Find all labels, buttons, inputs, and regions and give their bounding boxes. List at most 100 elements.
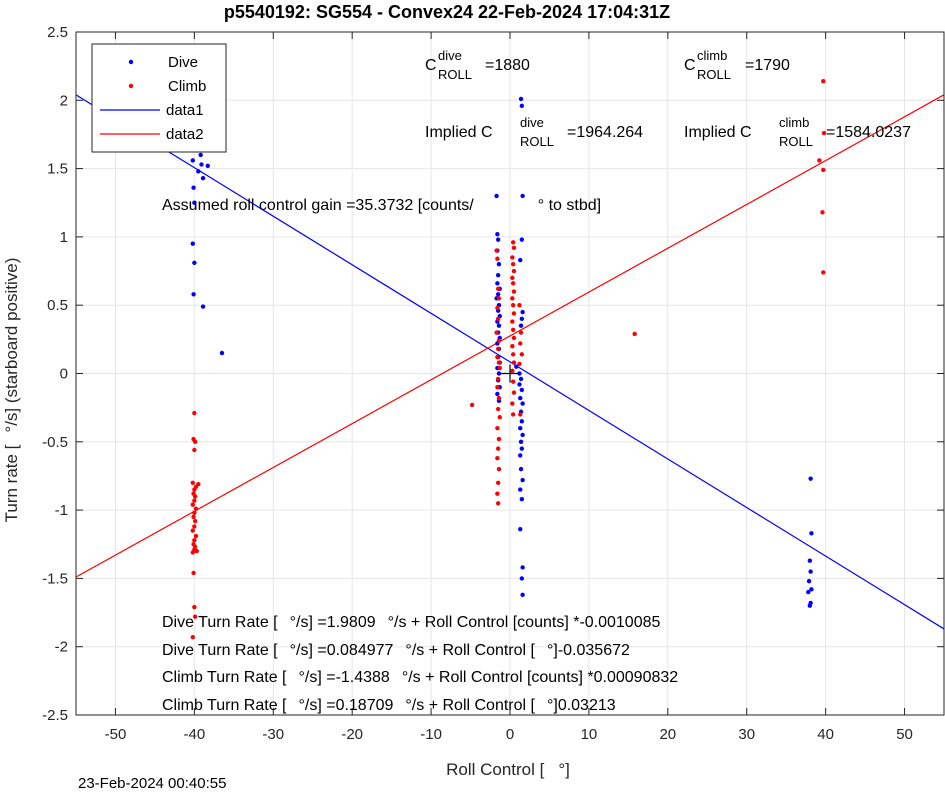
climb-point [191, 514, 196, 520]
climb-point [510, 368, 515, 373]
dive-point [192, 200, 197, 205]
dive-point [806, 578, 812, 584]
fit-2-c: °/s + Roll Control [counts] *0.00090832 [402, 669, 678, 686]
x-axis-ticks: -50 -40 -30 -20 -10 0 10 20 30 40 50 [105, 32, 913, 743]
climb-point [192, 498, 197, 503]
dive-point [520, 193, 525, 199]
climb-point [510, 401, 515, 406]
fit-3-a: Climb Turn Rate [ [162, 697, 287, 714]
dive-point [518, 527, 523, 532]
climb-point [192, 447, 197, 453]
dive-point [495, 231, 500, 237]
fit-line-climb-degrees: Climb Turn Rate [ °/s] =0.18709 °/s + Roll… [162, 697, 616, 714]
dive-point [519, 316, 525, 322]
dive-point [190, 241, 195, 246]
climb-point [496, 338, 502, 343]
climb-point [494, 330, 499, 335]
climb-point [510, 255, 515, 260]
x-tick-label: 10 [581, 726, 598, 743]
dive-point [809, 587, 814, 592]
climb-point [510, 327, 516, 332]
c-climb-sup: climb [697, 48, 727, 63]
dive-point [809, 531, 814, 536]
dive-point [192, 260, 197, 266]
fit-3-c: °/s + Roll Control [ [405, 697, 535, 714]
climb-point [510, 343, 515, 349]
climb-point [511, 268, 517, 274]
dive-point [519, 387, 525, 393]
legend-box [91, 43, 227, 153]
x-tick-label: -20 [341, 726, 363, 743]
climb-point [496, 360, 502, 365]
climb-point [193, 533, 199, 539]
coefficient-annotations: C dive ROLL =1880 C climb ROLL =1790 Imp… [425, 48, 911, 149]
fit-1-c: °/s + Roll Control [ [405, 642, 535, 659]
x-axis-label-unit: °] [558, 760, 570, 779]
dive-point [520, 565, 525, 570]
climb-point [196, 481, 201, 487]
climb-point [192, 537, 197, 543]
dive-point [196, 169, 201, 174]
climb-point [496, 395, 502, 401]
chart-title: p5540192: SG554 - Convex24 22-Feb-2024 1… [224, 2, 670, 22]
implied-dive-sup: dive [520, 115, 544, 130]
x-tick-label: 30 [738, 726, 755, 743]
dive-point [518, 395, 523, 401]
fit-3-b: °/s] =0.18709 [298, 697, 393, 714]
x-tick-label: -10 [420, 726, 442, 743]
dive-point [517, 371, 522, 376]
climb-point [518, 341, 523, 346]
y-axis-label-text: Turn rate [ [2, 444, 21, 522]
dive-point [518, 257, 523, 263]
dive-point [191, 292, 196, 297]
dive-point [514, 364, 519, 369]
climb-point [495, 384, 500, 390]
dive-point [496, 323, 502, 328]
climb-point [190, 502, 195, 507]
dive-point [199, 162, 204, 167]
x-axis-label-text: Roll Control [ [446, 760, 545, 779]
fit-3-d: °]0.03213 [547, 697, 616, 714]
legend-data1-label: data1 [166, 102, 204, 119]
climb-point [190, 528, 195, 533]
climb-point [193, 506, 199, 511]
dive-point [807, 603, 813, 608]
implied-climb-sub: ROLL [779, 134, 813, 149]
fit-2-a: Climb Turn Rate [ [162, 669, 287, 686]
gain-annotation: Assumed roll control gain =35.3732 [coun… [162, 197, 601, 214]
climb-point [821, 78, 826, 84]
climb-point [510, 240, 516, 245]
climb-point [495, 480, 501, 485]
climb-point [821, 167, 826, 173]
climb-point [510, 352, 516, 357]
fit-1-d: °]-0.035672 [547, 642, 630, 659]
climb-point [518, 412, 523, 417]
climb-point [192, 518, 198, 524]
dive-point [520, 309, 525, 315]
climb-point [511, 360, 517, 365]
x-tick-label: 0 [506, 726, 514, 743]
c-climb-value: =1790 [745, 57, 790, 74]
dive-point [219, 350, 225, 356]
climb-point [495, 316, 501, 322]
fit-2-b: °/s] =-1.4388 [298, 669, 389, 686]
dive-point [519, 419, 525, 424]
fit-1-a: Dive Turn Rate [ [162, 642, 278, 659]
y-tick-label: 2.5 [47, 24, 68, 41]
legend-climb-marker [128, 83, 134, 89]
dive-point [808, 569, 813, 574]
dive-point [496, 371, 502, 376]
dive-point [520, 477, 525, 483]
y-tick-label: -0.5 [42, 434, 68, 451]
climb-point [495, 491, 500, 496]
fit-line-dive-counts: Dive Turn Rate [°/s] =1.9809 °/s + Roll C… [162, 614, 661, 631]
dive-point [495, 272, 501, 278]
climb-point [496, 436, 502, 442]
climb-point [510, 379, 516, 384]
climb-point [510, 281, 516, 286]
climb-point [192, 524, 197, 529]
fit-line-data1 [75, 94, 945, 630]
legend-dive-label: Dive [168, 54, 198, 71]
x-tick-label: -40 [184, 726, 206, 743]
